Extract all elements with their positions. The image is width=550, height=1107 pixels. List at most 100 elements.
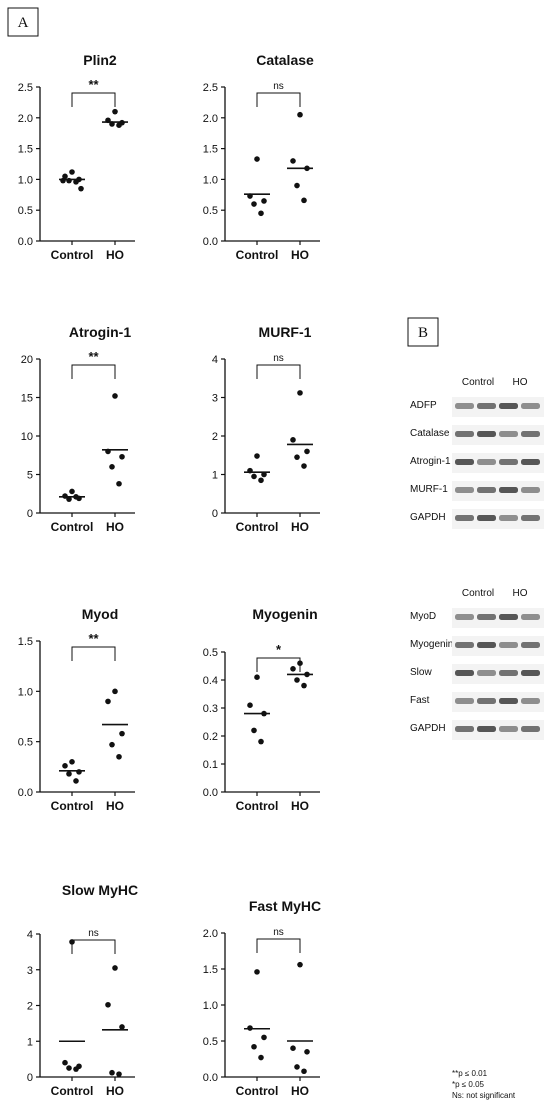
blot-band: [477, 642, 496, 648]
y-tick-label: 0.0: [203, 1072, 218, 1084]
chart-murf-1: MURF-1 0 1 2 3 4 Control HO ns: [212, 324, 320, 534]
y-tick-label: 0.5: [203, 1036, 218, 1048]
blot-row-label: ADFP: [410, 400, 437, 411]
y-tick-label: 1.5: [18, 144, 33, 156]
blot-band: [477, 698, 496, 704]
data-point: [112, 108, 118, 115]
y-tick-label: 1.5: [18, 636, 33, 648]
data-point: [301, 197, 307, 204]
data-point: [254, 969, 260, 975]
y-tick-label: 0.0: [18, 236, 33, 248]
blot-band: [455, 642, 474, 648]
chart-myogenin: Myogenin 0.0 0.1 0.2 0.3 0.4 0.5 Control HO *: [203, 606, 320, 813]
y-tick-label: 20: [21, 354, 33, 366]
x-tick-label: HO: [106, 520, 124, 534]
y-tick-label: 1.0: [18, 174, 33, 186]
data-point: [301, 1068, 307, 1075]
data-point: [290, 666, 296, 672]
footnote-line-1: **p ≤ 0.01: [452, 1069, 488, 1078]
significance-bracket: [71, 939, 116, 954]
data-point: [66, 1065, 72, 1071]
blot-band: [477, 515, 496, 521]
x-tick-label: Control: [236, 520, 279, 534]
data-point: [254, 453, 260, 459]
y-tick-label: 0: [27, 508, 33, 520]
x-tick-label: HO: [291, 1084, 309, 1098]
data-point: [304, 448, 310, 455]
data-point: [112, 965, 118, 971]
data-point: [261, 471, 267, 478]
blot-panel-bottom: Control HO MyoD Myogenin Slow Fast GAPDH: [410, 588, 544, 740]
significance-bracket: [256, 92, 301, 107]
panel-a-box: [7, 7, 39, 37]
y-tick-label: 1.5: [203, 144, 218, 156]
blot-band: [477, 726, 496, 732]
y-tick-label: 0.4: [203, 675, 218, 687]
data-point: [297, 390, 303, 396]
y-tick-label: 1: [212, 470, 218, 482]
y-tick-label: 1.0: [203, 174, 218, 186]
blot-row-label: Fast: [410, 695, 430, 706]
y-tick-label: 15: [21, 393, 33, 405]
y-tick-label: 2.0: [18, 113, 33, 125]
data-point: [109, 1069, 115, 1076]
data-point: [119, 1024, 125, 1030]
data-point: [112, 393, 118, 399]
significance-label: **: [88, 77, 99, 92]
y-tick-label: 0.0: [203, 787, 218, 799]
significance-label: ns: [88, 928, 99, 939]
chart-panels: Plin2 0.0 0.5 1.0 1.5 2.0 2.5 Control HO ** Catala…: [18, 52, 321, 1098]
blot-band: [455, 670, 474, 676]
x-tick-label: Control: [236, 1084, 279, 1098]
blot-band: [499, 403, 518, 409]
panel-b-label: B: [418, 325, 428, 341]
significance-bracket: [256, 364, 301, 379]
x-tick-label: Control: [236, 799, 279, 813]
blot-group-label: HO: [513, 377, 528, 388]
y-tick-label: 0: [212, 508, 218, 520]
x-tick-label: HO: [106, 799, 124, 813]
chart-title: Slow MyHC: [62, 882, 138, 898]
blot-band: [477, 614, 496, 620]
blot-band: [521, 431, 540, 437]
blot-band: [455, 431, 474, 437]
blot-band: [499, 698, 518, 704]
blot-band: [499, 614, 518, 620]
significance-bracket: [256, 657, 301, 672]
blot-panel-top: Control HO ADFP Catalase Atrogin-1 MURF-1 GAPD…: [410, 377, 544, 529]
blot-band: [455, 515, 474, 521]
data-point: [73, 778, 79, 784]
blot-band: [477, 403, 496, 409]
footnote-line-2: *p ≤ 0.05: [452, 1080, 485, 1089]
chart-catalase: Catalase 0.0 0.5 1.0 1.5 2.0 2.5 Control HO ns: [203, 52, 320, 262]
data-point: [261, 198, 267, 204]
blot-strip: [452, 453, 544, 473]
chart-title: Myogenin: [252, 606, 317, 622]
blot-band: [499, 726, 518, 732]
data-point: [258, 210, 264, 217]
blot-band: [477, 431, 496, 437]
blot-band: [455, 403, 474, 409]
chart-atrogin-1: Atrogin-1 0 5 10 15 20 Control HO **: [21, 324, 135, 534]
y-tick-label: 2: [212, 431, 218, 443]
data-point: [251, 727, 257, 734]
blot-band: [477, 487, 496, 493]
data-point: [294, 182, 300, 189]
y-tick-label: 4: [27, 929, 33, 941]
y-tick-label: 0.5: [18, 205, 33, 217]
significance-bracket: [256, 938, 301, 953]
data-point: [304, 1049, 310, 1055]
y-tick-label: 2.5: [18, 82, 33, 94]
data-point: [254, 674, 260, 680]
data-point: [119, 730, 125, 737]
significance-label: ns: [273, 81, 284, 92]
panel-b-box: [407, 317, 439, 347]
x-tick-label: Control: [51, 248, 94, 262]
data-point: [251, 473, 257, 480]
blot-band: [455, 698, 474, 704]
panel-a-label: A: [18, 15, 29, 31]
blot-row-label: MyoD: [410, 611, 436, 622]
blot-strip: [452, 481, 544, 501]
blot-band: [521, 726, 540, 732]
y-tick-label: 3: [212, 393, 218, 405]
